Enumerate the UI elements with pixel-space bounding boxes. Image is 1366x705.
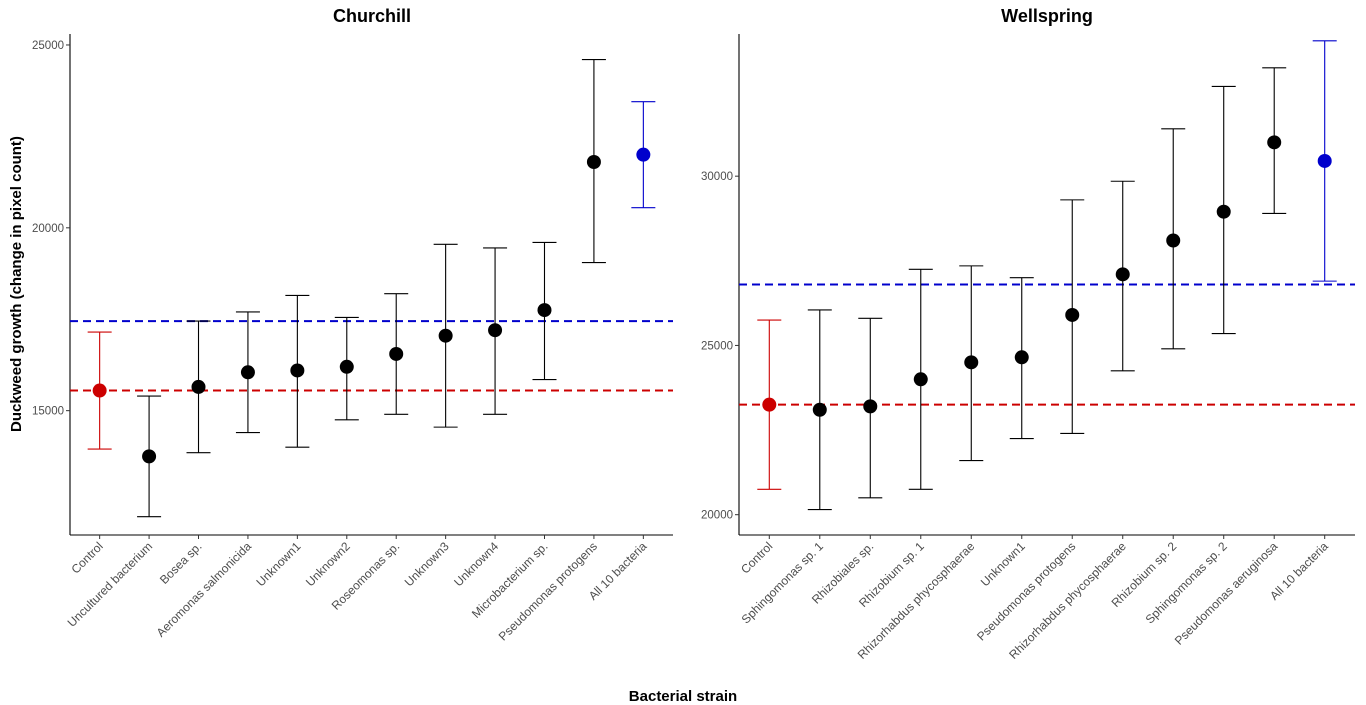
mean-point — [537, 303, 552, 318]
mean-point — [636, 147, 651, 162]
mean-point — [1267, 135, 1282, 150]
mean-point — [1166, 233, 1181, 248]
mean-point — [964, 355, 979, 370]
y-tick-label: 25000 — [32, 40, 64, 52]
mean-point — [142, 449, 157, 464]
x-tick-label: Pseudomonas protogens — [974, 539, 1078, 643]
mean-point — [913, 372, 928, 387]
mean-point — [339, 359, 354, 374]
x-tick-label: Aeromonas salmonicida — [154, 539, 255, 640]
mean-point — [863, 399, 878, 414]
mean-point — [1216, 204, 1231, 219]
mean-point — [438, 328, 453, 343]
y-tick-label: 20000 — [32, 223, 64, 235]
mean-point — [586, 154, 601, 169]
x-tick-label: Control — [738, 539, 775, 576]
y-tick-label: 15000 — [32, 406, 64, 418]
x-tick-label: Control — [69, 539, 106, 576]
wellspring-panel: Wellspring200002500030000ControlSphingom… — [701, 6, 1355, 662]
panel-title: Churchill — [333, 6, 411, 26]
x-tick-label: Pseudomonas aeruginosa — [1172, 539, 1281, 648]
mean-point — [1115, 267, 1130, 282]
x-tick-label: Unknown4 — [451, 539, 501, 589]
mean-point — [812, 402, 827, 417]
y-tick-label: 30000 — [701, 171, 733, 183]
mean-point — [290, 363, 305, 378]
x-tick-label: Uncultured bacterium — [65, 539, 156, 630]
mean-point — [389, 346, 404, 361]
x-tick-label: Unknown2 — [303, 539, 353, 589]
mean-point — [762, 397, 777, 412]
x-tick-label: Bosea sp. — [157, 539, 205, 587]
y-axis-title: Duckweed growth (change in pixel count) — [8, 136, 25, 432]
x-axis-title: Bacterial strain — [629, 688, 737, 705]
panel-title: Wellspring — [1001, 6, 1093, 26]
x-tick-label: Unknown1 — [253, 539, 303, 589]
mean-point — [191, 379, 206, 394]
x-tick-label: Unknown3 — [402, 539, 452, 589]
churchill-panel: Churchill 15000 20000 25000 ControlUnculture… — [32, 6, 673, 643]
mean-point — [1065, 307, 1080, 322]
x-tick-label: Pseudomonas protogens — [496, 539, 600, 643]
mean-point — [92, 383, 107, 398]
mean-point — [1317, 153, 1332, 168]
mean-point — [488, 323, 503, 338]
mean-point — [240, 365, 255, 380]
y-tick-label: 25000 — [701, 340, 733, 352]
mean-point — [1014, 350, 1029, 365]
x-tick-label: Unknown1 — [978, 539, 1028, 589]
y-tick-label: 20000 — [701, 510, 733, 522]
